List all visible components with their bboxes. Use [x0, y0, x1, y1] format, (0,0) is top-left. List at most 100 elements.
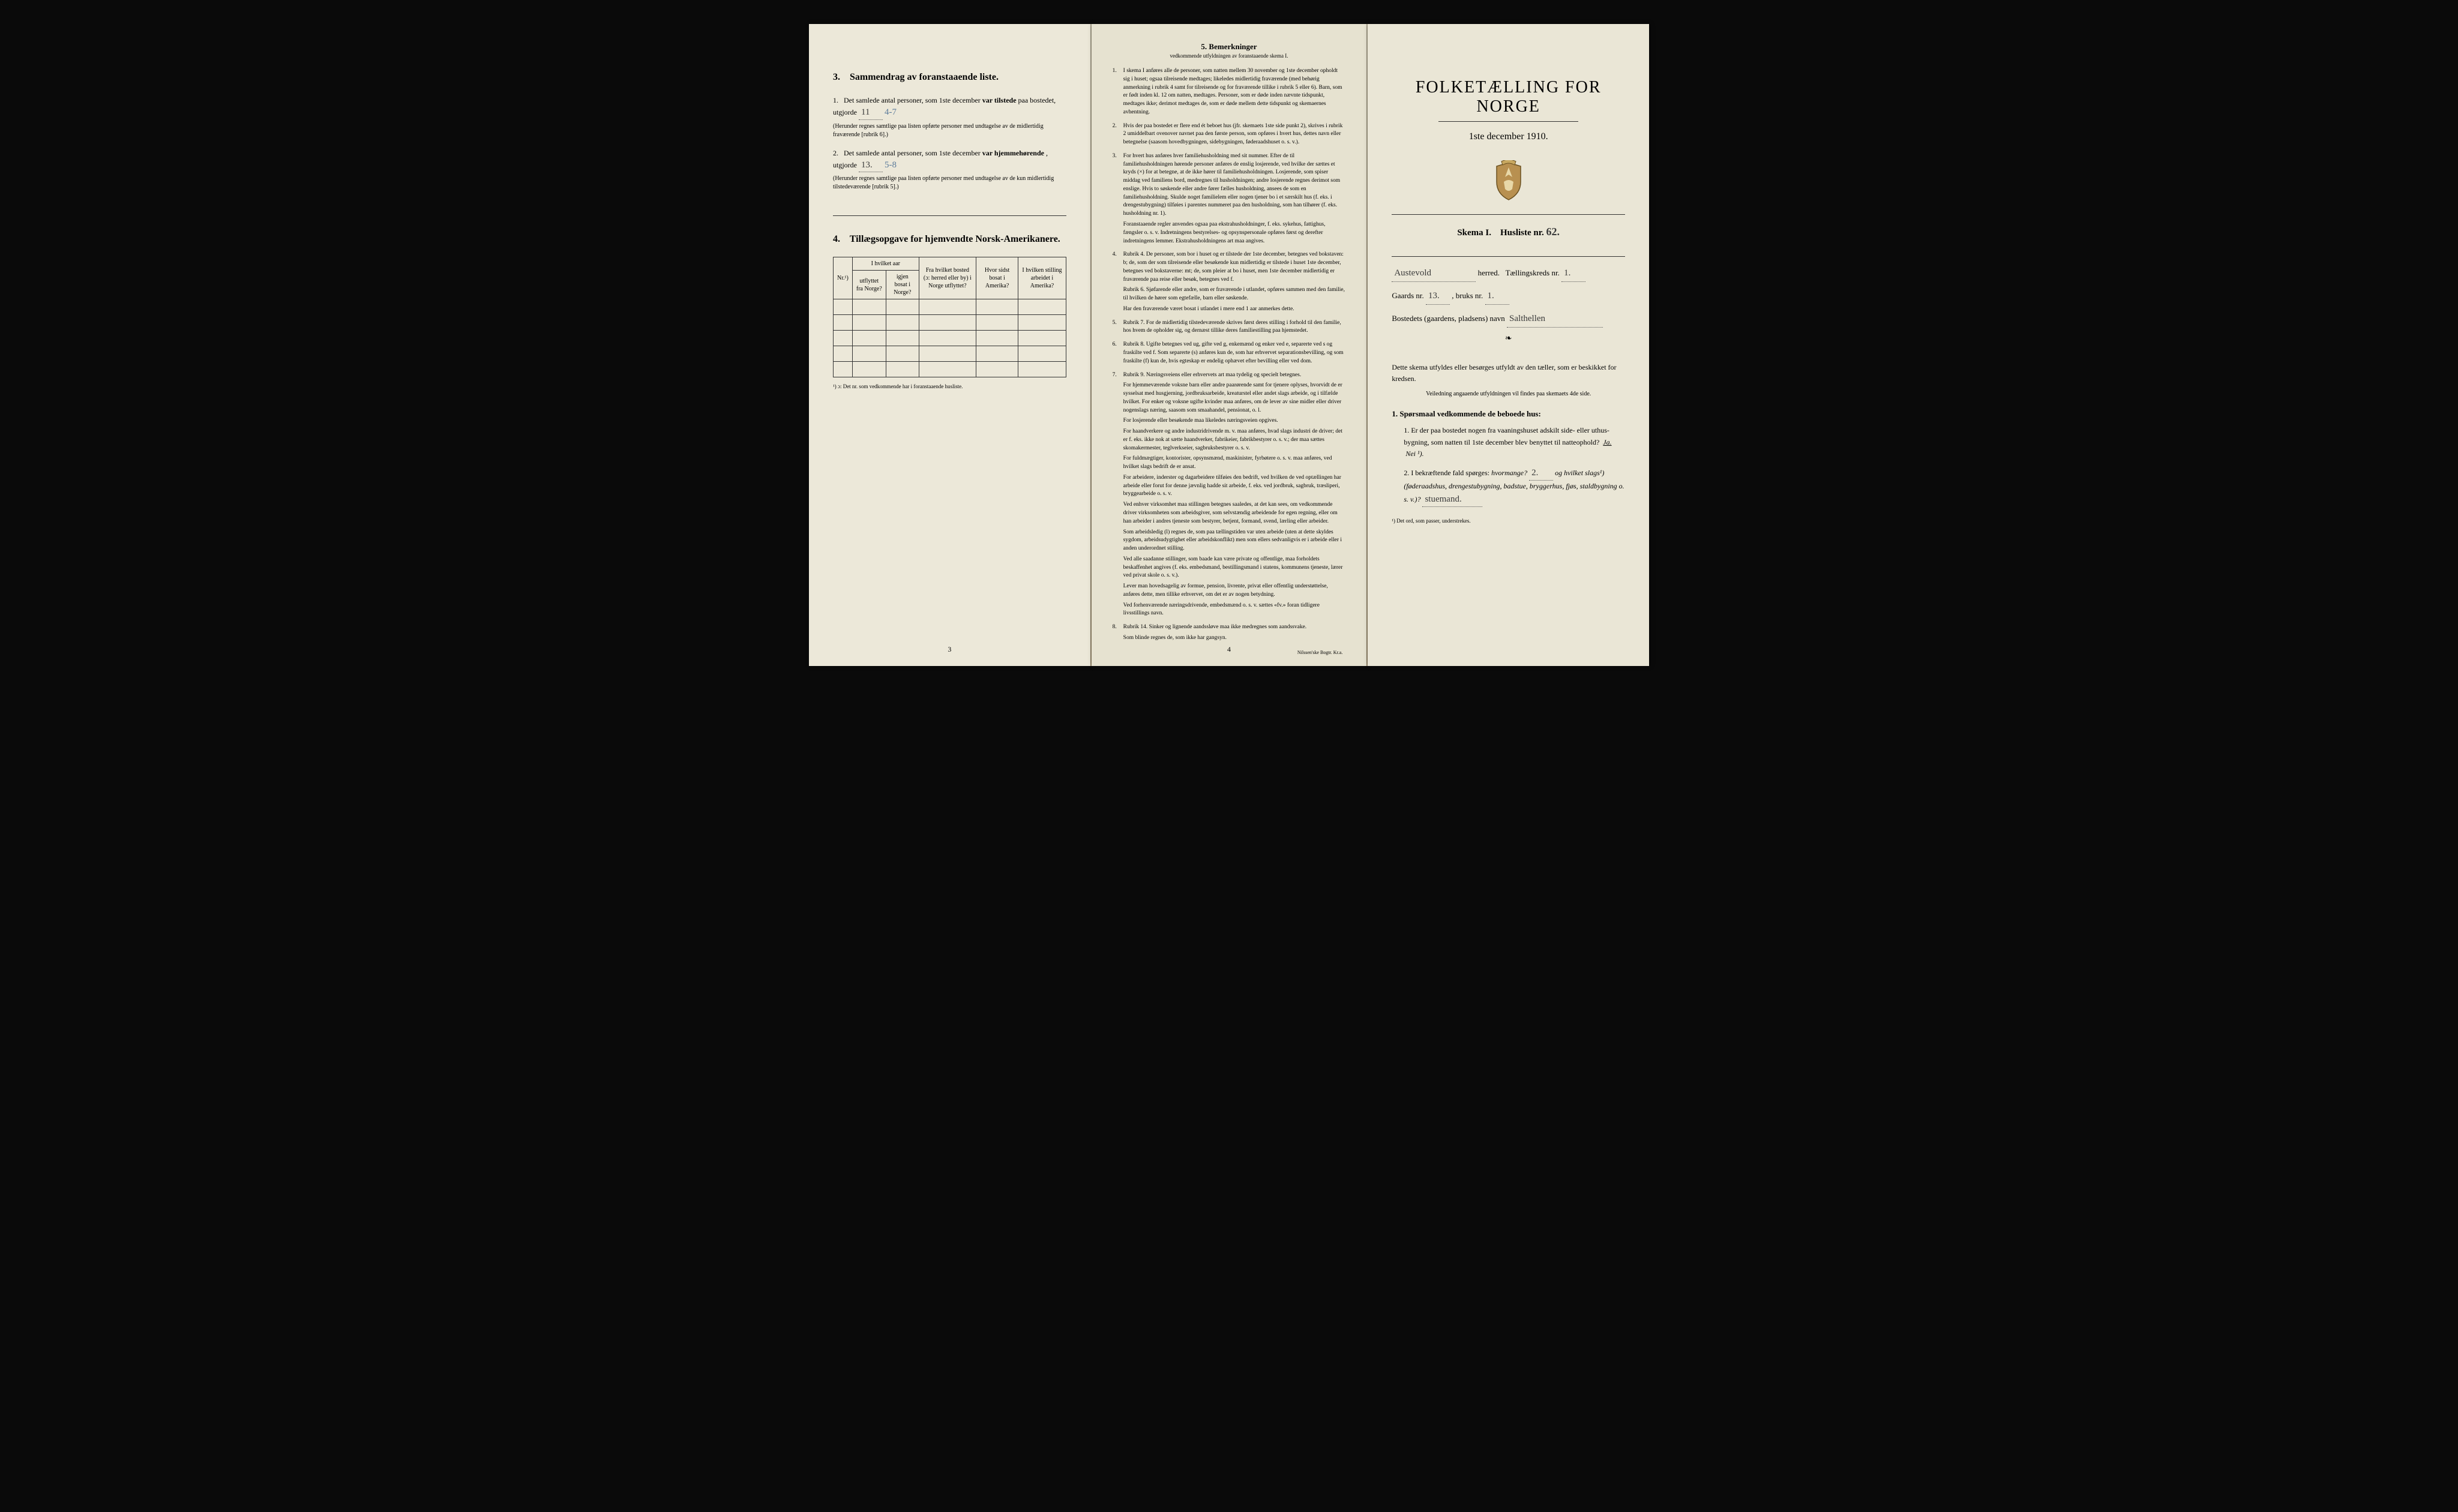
q3-1: 1. Det samlede antal personer, som 1ste … — [833, 95, 1066, 139]
item-number: 1. — [833, 96, 838, 104]
divider — [1392, 256, 1625, 257]
gaards-line: Gaards nr. 13. , bruks nr. 1. — [1392, 288, 1625, 305]
item-number: 1. — [1404, 426, 1409, 434]
page-number: 3 — [948, 645, 951, 654]
item-para: Ved enhver virksomhet maa stillingen bet… — [1123, 501, 1346, 526]
item-para: Ved forhenværende næringsdrivende, embed… — [1123, 602, 1346, 619]
item-text: For hvert hus anføres hver familiehushol… — [1123, 152, 1346, 245]
emigrant-table: Nr.¹) I hvilket aar Fra hvilket bosted (… — [833, 257, 1066, 377]
item-para: Har den fraværende været bosat i utlande… — [1123, 305, 1346, 314]
bostedets-hand: Salthellen — [1509, 314, 1545, 323]
remark-1: 1. I skema I anføres alle de personer, s… — [1113, 67, 1346, 117]
item-para: Ved alle saadanne stillinger, som baade … — [1123, 556, 1346, 580]
q2-count-hand: 2. — [1531, 468, 1538, 478]
item-para: Lever man hovedsagelig av formue, pensio… — [1123, 583, 1346, 599]
census-title: FOLKETÆLLING FOR NORGE — [1392, 78, 1625, 116]
instruction-text: Veiledning angaaende utfyldningen vil fi… — [1392, 391, 1625, 397]
ornament-icon: ❧ — [1392, 334, 1625, 344]
q2-type-hand: stuemand. — [1425, 494, 1461, 504]
document-spread: 3. Sammendrag av foranstaaende liste. 1.… — [809, 24, 1649, 666]
item-note: (Herunder regnes samtlige paa listen opf… — [833, 122, 1066, 139]
right-q2: 2. I bekræftende fald spørges: hvormange… — [1404, 466, 1625, 507]
table-row — [834, 362, 1066, 377]
body-text: Dette skema utfyldes eller besørges utfy… — [1392, 362, 1625, 385]
skema-label: Skema I. — [1457, 228, 1491, 238]
item-text: Rubrik 8. Ugifte betegnes ved ug, gifte … — [1123, 341, 1346, 365]
col-header: Hvor sidst bosat i Amerika? — [976, 257, 1018, 299]
coat-of-arms-icon — [1491, 160, 1527, 202]
item-text: Rubrik 14. Sinker og lignende aandssløve… — [1123, 623, 1346, 643]
item-number: 5. — [1113, 319, 1123, 336]
q-bold: var tilstede — [982, 96, 1017, 104]
q-text: Det samlede antal personer, som 1ste dec… — [844, 149, 981, 157]
table-row — [834, 346, 1066, 362]
item-para: For haandverkere og andre industridriven… — [1123, 428, 1346, 452]
item-para: For losjerende eller besøkende maa likel… — [1123, 417, 1346, 425]
item-number: 7. — [1113, 371, 1123, 619]
section-number: 5. — [1201, 42, 1207, 51]
section-title: Bemerkninger — [1209, 42, 1257, 51]
table-footnote: ¹) ɔ: Det nr. som vedkommende har i fora… — [833, 383, 1066, 389]
page-cover: FOLKETÆLLING FOR NORGE 1ste december 191… — [1368, 24, 1649, 666]
item-text: Hvis der paa bostedet er flere end ét be… — [1123, 122, 1346, 147]
section-4-heading: 4. Tillægsopgave for hjemvendte Norsk-Am… — [833, 234, 1066, 245]
item-text: Rubrik 9. Næringsveiens eller erhvervets… — [1123, 371, 1346, 619]
table-row — [834, 315, 1066, 331]
col-header: utflyttet fra Norge? — [852, 271, 886, 299]
item-number: 2. — [1404, 469, 1409, 477]
section-number: 4. — [833, 234, 840, 244]
item-text: Rubrik 4. De personer, som bor i huset o… — [1123, 251, 1346, 313]
bruks-label: , bruks nr. — [1452, 291, 1483, 300]
herred-label: herred. — [1478, 268, 1500, 277]
q-heading-text: Spørsmaal vedkommende de beboede hus: — [1399, 409, 1540, 418]
husliste-nr-hand: 62. — [1546, 226, 1560, 238]
col-header: igjen bosat i Norge? — [886, 271, 919, 299]
remark-2: 2. Hvis der paa bostedet er flere end ét… — [1113, 122, 1346, 147]
item-para: For fuldmægtiger, kontorister, opsynsmæn… — [1123, 455, 1346, 472]
answer-nei: Nei ¹). — [1405, 449, 1423, 458]
q-text: I bekræftende fald spørges: — [1411, 469, 1489, 477]
item-note: (Herunder regnes samtlige paa listen opf… — [833, 175, 1066, 191]
page-4: 5. Bemerkninger vedkommende utfyldningen… — [1092, 24, 1367, 666]
handwritten-edit: 5-8 — [885, 160, 897, 170]
item-para: Rubrik 6. Sjøfarende eller andre, som er… — [1123, 286, 1346, 303]
q-bold: var hjemmehørende — [982, 149, 1044, 157]
item-para: For arbeidere, inderster og dagarbeidere… — [1123, 474, 1346, 499]
gaards-label: Gaards nr. — [1392, 291, 1423, 300]
right-q1: 1. Er der paa bostedet nogen fra vaaning… — [1404, 425, 1625, 460]
q-text: hvormange? — [1491, 469, 1527, 477]
q-heading-num: 1. — [1392, 409, 1398, 418]
item-number: 6. — [1113, 341, 1123, 365]
tkreds-label: Tællingskreds nr. — [1506, 268, 1560, 277]
remark-5: 5. Rubrik 7. For de midlertidig tilstede… — [1113, 319, 1346, 336]
remark-6: 6. Rubrik 8. Ugifte betegnes ved ug, gif… — [1113, 341, 1346, 365]
q3-2: 2. Det samlede antal personer, som 1ste … — [833, 148, 1066, 192]
section-number: 3. — [833, 72, 840, 82]
item-para: Som blinde regnes de, som ikke har gangs… — [1123, 634, 1346, 643]
item-para: For hjemmeværende voksne barn eller andr… — [1123, 382, 1346, 415]
remark-4: 4. Rubrik 4. De personer, som bor i huse… — [1113, 251, 1346, 313]
col-header: I hvilken stilling arbeidet i Amerika? — [1018, 257, 1066, 299]
remarks-list: 1. I skema I anføres alle de personer, s… — [1113, 67, 1346, 643]
handwritten-value: 13. — [861, 160, 873, 170]
census-date: 1ste december 1910. — [1392, 131, 1625, 142]
col-header: I hvilket aar — [852, 257, 919, 271]
printer-mark: Nilssen'ske Bogtr. Kr.a. — [1297, 650, 1342, 655]
section-3-heading: 3. Sammendrag av foranstaaende liste. — [833, 72, 1066, 83]
bostedets-line: Bostedets (gaardens, pladsens) navn Salt… — [1392, 311, 1625, 328]
divider — [1438, 121, 1578, 122]
tkreds-nr-hand: 1. — [1564, 268, 1570, 278]
item-number: 2. — [833, 149, 838, 157]
table-row — [834, 299, 1066, 315]
divider — [1392, 214, 1625, 215]
herred-hand: Austevold — [1394, 268, 1431, 278]
remark-8: 8. Rubrik 14. Sinker og lignende aandssl… — [1113, 623, 1346, 643]
item-text: I skema I anføres alle de personer, som … — [1123, 67, 1346, 117]
handwritten-value: 11 — [861, 107, 870, 117]
item-text: Rubrik 7. For de midlertidig tilstedevær… — [1123, 319, 1346, 336]
answer-ja: Ja. — [1603, 438, 1611, 446]
col-header: Fra hvilket bosted (ɔ: herred eller by) … — [919, 257, 976, 299]
husliste-label: Husliste nr. — [1500, 228, 1544, 238]
item-number: 2. — [1113, 122, 1123, 147]
bruks-nr-hand: 1. — [1488, 291, 1494, 301]
